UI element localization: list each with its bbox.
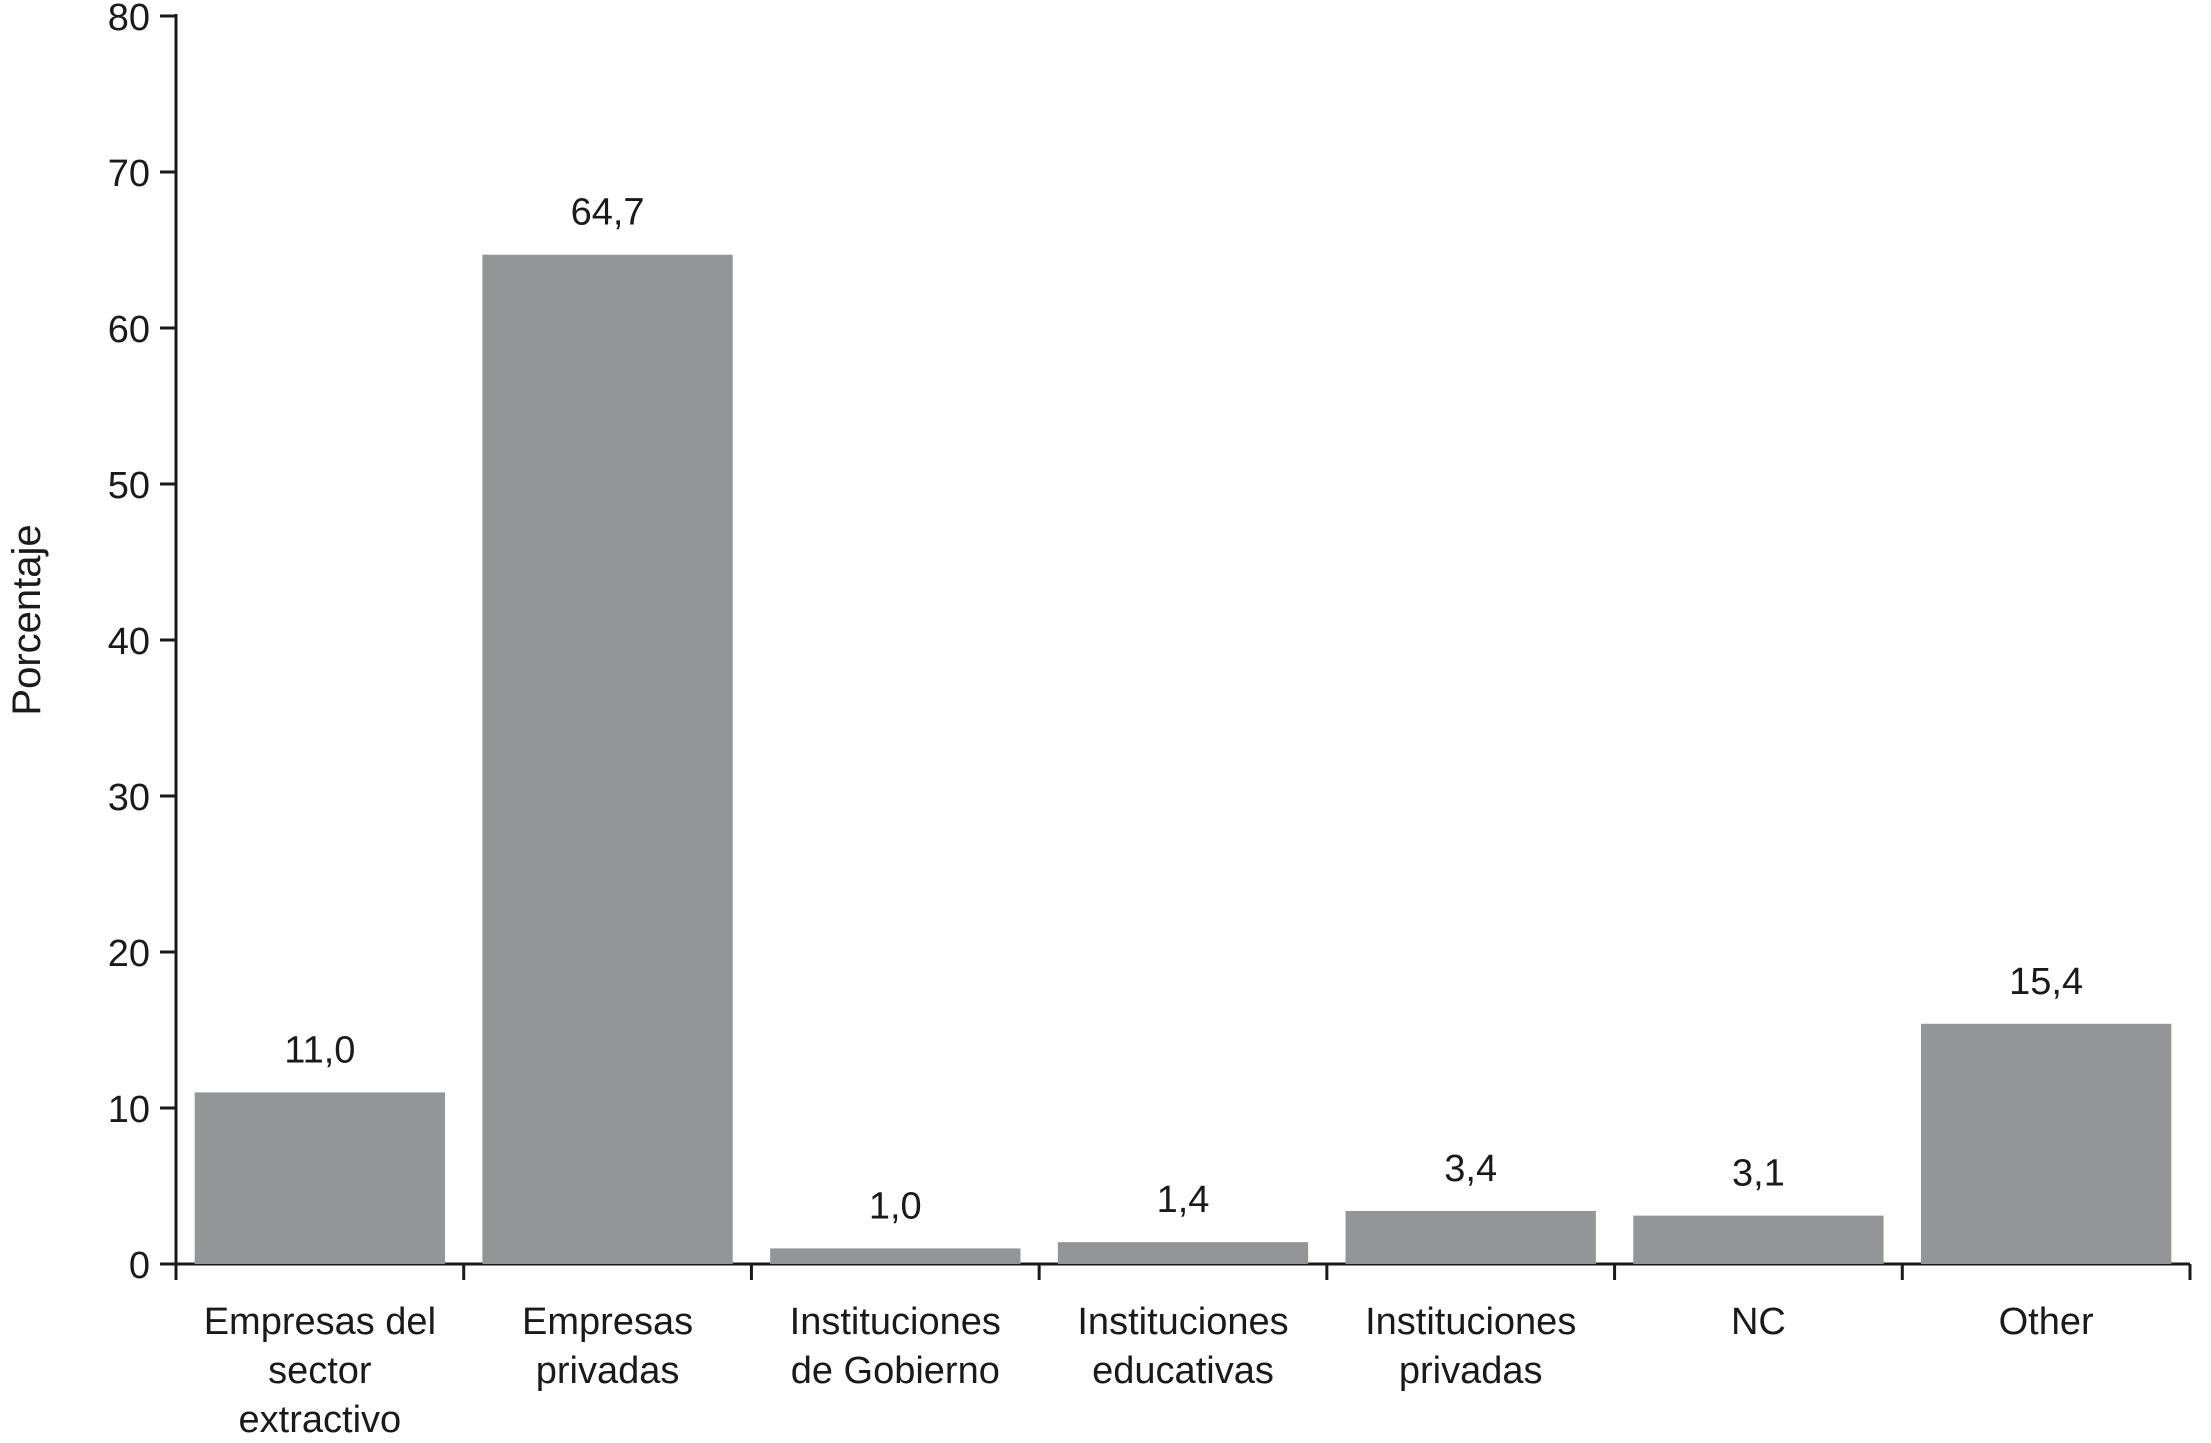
y-tick-label: 60 [108, 309, 150, 351]
bar-value-label: 1,4 [1157, 1179, 1210, 1221]
y-tick-label: 30 [108, 777, 150, 819]
bars [194, 254, 2172, 1264]
bar [770, 1248, 1021, 1264]
y-tick-label: 40 [108, 621, 150, 663]
y-axis-title: Porcentaje [5, 524, 49, 715]
bar-value-label: 3,1 [1732, 1153, 1785, 1195]
bar-value-label: 11,0 [284, 1029, 355, 1071]
y-tick-label: 70 [108, 153, 150, 195]
bar [1345, 1210, 1596, 1264]
y-tick-label: 80 [108, 0, 150, 39]
x-tick-label: NC [1731, 1301, 1786, 1343]
bar [1633, 1215, 1884, 1264]
y-tick-label: 20 [108, 933, 150, 975]
bar [194, 1092, 446, 1264]
x-tick-label: Empresas del sector extractivo [204, 1301, 436, 1438]
y-axis: 0 10 20 30 40 50 60 70 80 [108, 0, 178, 1287]
x-axis: Empresas del sector extractivo Empresas priv… [174, 1262, 2192, 1441]
bar-value-label: 1,0 [869, 1185, 922, 1227]
bar [1920, 1023, 2172, 1264]
bar-value-label: 64,7 [571, 192, 645, 234]
x-tick-label: Instituciones de Gobierno [790, 1301, 1001, 1392]
x-tick-label: Empresas privadas [522, 1301, 693, 1392]
x-tick-label: Instituciones privadas [1365, 1301, 1576, 1392]
y-tick-label: 0 [129, 1245, 150, 1287]
x-tick-label: Other [1999, 1301, 2094, 1343]
y-tick-label: 10 [108, 1089, 150, 1131]
x-tick-label: Instituciones educativas [1077, 1301, 1288, 1392]
bar-value-label: 3,4 [1444, 1148, 1497, 1190]
bar [1057, 1242, 1309, 1264]
bar-value-label: 15,4 [2009, 961, 2083, 1003]
y-tick-label: 50 [108, 465, 150, 507]
data-labels: 11,0 64,7 1,0 1,4 3,4 3,1 15,4 [284, 192, 2083, 1228]
bar [482, 254, 733, 1264]
